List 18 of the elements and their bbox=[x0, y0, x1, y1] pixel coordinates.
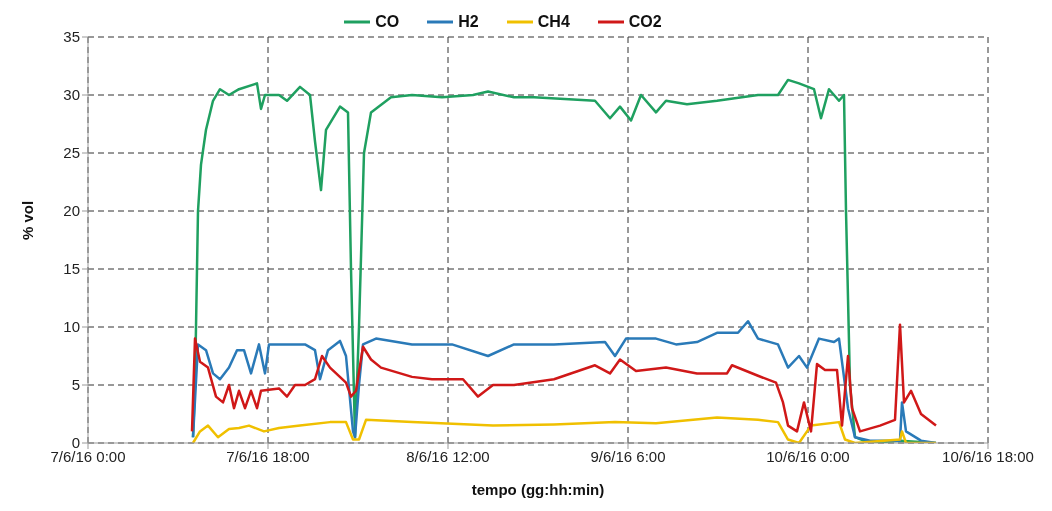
y-tick-label: 25 bbox=[63, 144, 80, 162]
x-tick-label: 9/6/16 6:00 bbox=[590, 447, 666, 465]
y-tick-label: 15 bbox=[63, 260, 80, 278]
legend-label: CO2 bbox=[628, 13, 662, 31]
legend-label: CO bbox=[375, 13, 400, 31]
x-tick-label: 7/6/16 18:00 bbox=[226, 447, 310, 465]
y-tick-label: 5 bbox=[71, 376, 80, 394]
x-axis-title: tempo (gg:hh:min) bbox=[471, 481, 605, 498]
y-tick-label: 30 bbox=[63, 86, 80, 104]
y-tick-label: 10 bbox=[63, 318, 80, 336]
x-tick-label: 8/6/16 12:00 bbox=[406, 447, 490, 465]
x-tick-label: 10/6/16 18:00 bbox=[942, 447, 1034, 465]
legend-label: CH4 bbox=[537, 13, 570, 31]
y-tick-label: 35 bbox=[63, 28, 80, 46]
y-axis-title: % vol bbox=[19, 200, 37, 240]
x-tick-label: 10/6/16 0:00 bbox=[766, 447, 850, 465]
legend-label: H2 bbox=[458, 13, 479, 31]
y-tick-label: 20 bbox=[63, 202, 80, 220]
